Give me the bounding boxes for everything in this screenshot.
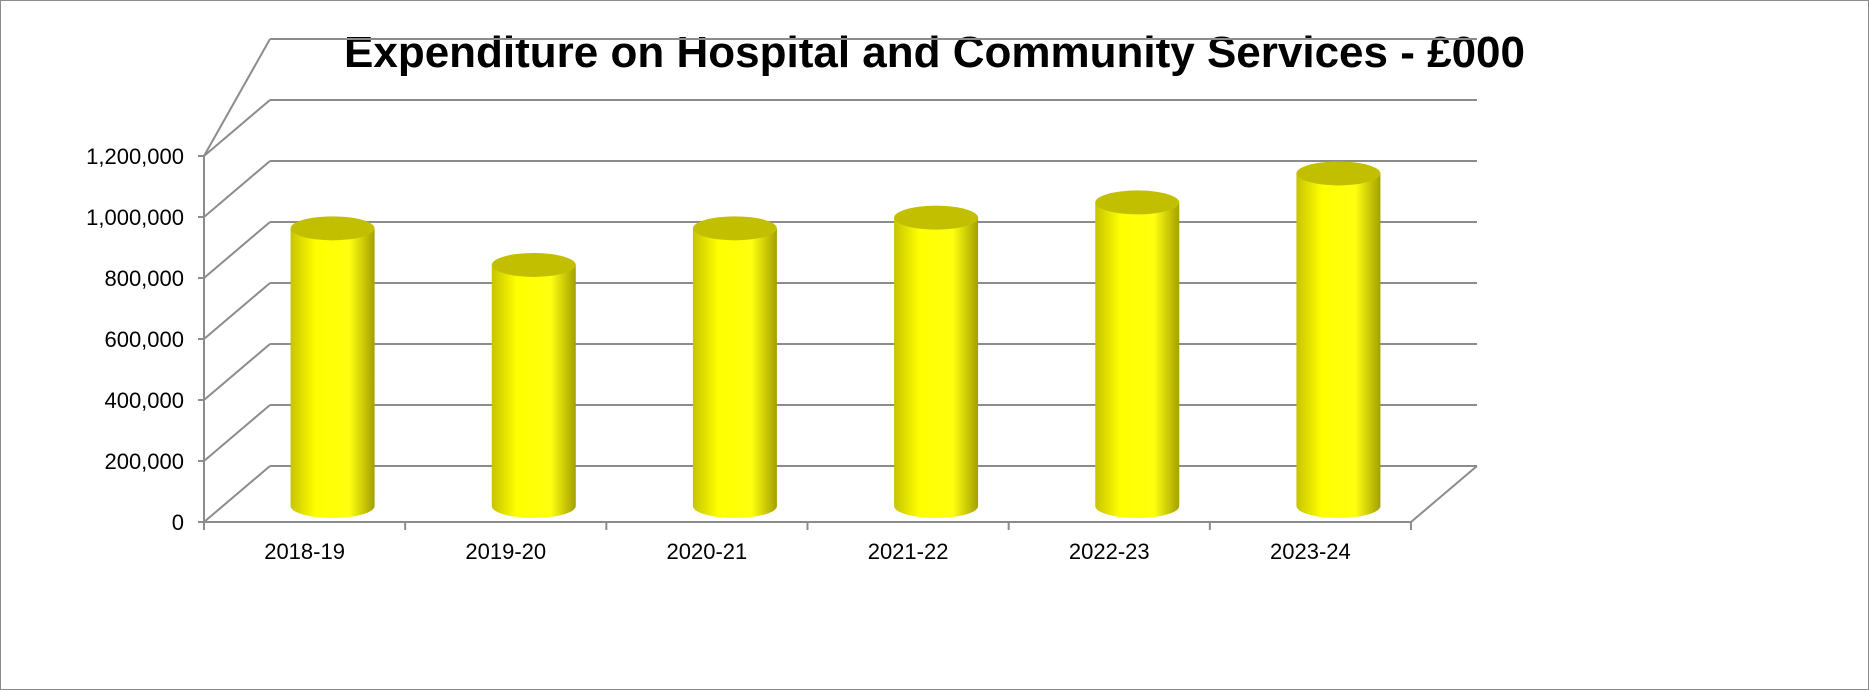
axes [198, 155, 1478, 530]
gridline-depth [203, 99, 271, 157]
y-tick-label: 0 [172, 510, 184, 535]
y-tick-label: 400,000 [104, 388, 184, 413]
bar-top [894, 205, 979, 230]
x-tick-label: 2021-22 [868, 539, 949, 564]
bar [1095, 190, 1180, 519]
bar-body [1095, 202, 1180, 519]
x-tick-label: 2023-24 [1270, 539, 1351, 564]
bar-top [290, 216, 375, 241]
chart-title: Expenditure on Hospital and Community Se… [344, 28, 1525, 77]
bar-body [692, 228, 777, 518]
x-tick-label: 2020-21 [667, 539, 748, 564]
gridline-depth [203, 160, 271, 218]
tick-labels: 0 200,000 400,000 600,000 800,000 1,000,000 1,… [86, 144, 1351, 564]
x-tick-label: 2018-19 [264, 539, 345, 564]
bar-top [1095, 190, 1180, 215]
x-tick-label: 2022-23 [1069, 539, 1150, 564]
bar-top [1296, 161, 1381, 186]
y-tick-label: 600,000 [104, 327, 184, 352]
floor-edge [1410, 465, 1478, 523]
y-tick-label: 800,000 [104, 266, 184, 291]
bars [290, 161, 1381, 519]
bar [491, 252, 576, 518]
gridlines [203, 38, 1477, 523]
bar-top [491, 252, 576, 277]
gridline-depth [203, 343, 271, 401]
bar [1296, 161, 1381, 518]
gridline-depth [203, 38, 271, 157]
y-tick-label: 1,000,000 [86, 205, 184, 230]
y-tick-label: 200,000 [104, 449, 184, 474]
x-tick-label: 2019-20 [465, 539, 546, 564]
gridline-depth [203, 221, 271, 279]
gridline-depth [203, 282, 271, 340]
bar-top [692, 216, 777, 241]
y-tick-label: 1,200,000 [86, 144, 184, 169]
bar [290, 216, 375, 518]
bar-body [1296, 173, 1381, 518]
bar-body [491, 264, 576, 518]
bar-body [894, 217, 979, 519]
bar-body [290, 228, 375, 518]
bar [692, 216, 777, 518]
gridline-depth [203, 465, 271, 523]
bar [894, 205, 979, 519]
gridline-depth [203, 404, 271, 462]
